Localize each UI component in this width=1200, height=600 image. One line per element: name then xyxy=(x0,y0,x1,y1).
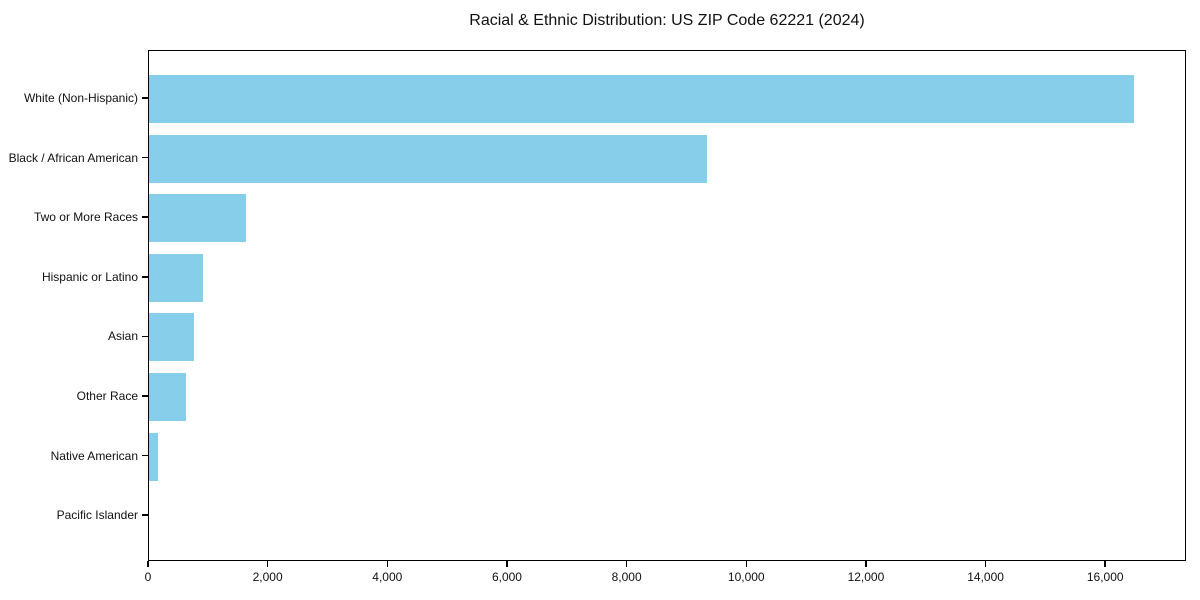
x-tick-mark xyxy=(506,561,508,567)
y-tick-mark xyxy=(142,97,148,99)
y-tick-label: Black / African American xyxy=(8,150,138,165)
y-tick-mark xyxy=(142,395,148,397)
x-tick-mark xyxy=(147,561,149,567)
y-tick-mark xyxy=(142,514,148,516)
y-tick-label: Pacific Islander xyxy=(56,508,138,523)
x-tick-mark xyxy=(745,561,748,567)
x-tick-label: 10,000 xyxy=(727,570,765,584)
y-tick-mark xyxy=(142,454,148,457)
x-tick-mark xyxy=(625,561,628,567)
x-tick-label: 0 xyxy=(144,570,152,584)
y-tick-label: Two or More Races xyxy=(33,210,138,225)
chart-title: Racial & Ethnic Distribution: US ZIP Cod… xyxy=(469,12,865,29)
y-tick-label: Asian xyxy=(107,329,138,344)
x-tick-label: 14,000 xyxy=(967,570,1004,584)
bar-native-american xyxy=(149,432,158,481)
x-tick-label: 8,000 xyxy=(611,570,642,584)
y-tick-label: Hispanic or Latino xyxy=(41,269,138,284)
plot-area xyxy=(148,50,1186,561)
bar-other-race xyxy=(149,373,187,421)
y-tick-mark xyxy=(142,156,148,159)
bar-hispanic-or-latino xyxy=(149,253,203,302)
bar-white-non-hispanic xyxy=(149,75,1135,123)
bar-asian xyxy=(149,313,194,362)
x-tick-label: 16,000 xyxy=(1086,570,1124,584)
y-tick-label: Other Race xyxy=(76,389,138,403)
y-tick-label: White (Non-Hispanic) xyxy=(23,91,138,105)
x-tick-mark xyxy=(1104,561,1106,567)
x-tick-label: 4,000 xyxy=(372,570,403,584)
bar-black-african-american xyxy=(149,134,708,183)
x-tick-mark xyxy=(984,561,987,567)
x-tick-mark xyxy=(865,561,867,567)
x-tick-label: 12,000 xyxy=(847,570,885,584)
y-tick-mark xyxy=(142,335,148,338)
bar-two-or-more-races xyxy=(149,194,246,243)
x-tick-label: 6,000 xyxy=(491,570,522,584)
y-tick-mark xyxy=(142,216,148,218)
y-tick-label: Native American xyxy=(50,448,138,463)
x-tick-mark xyxy=(386,561,389,567)
y-tick-mark xyxy=(142,276,148,278)
x-tick-label: 2,000 xyxy=(252,570,283,584)
x-tick-mark xyxy=(266,561,269,567)
